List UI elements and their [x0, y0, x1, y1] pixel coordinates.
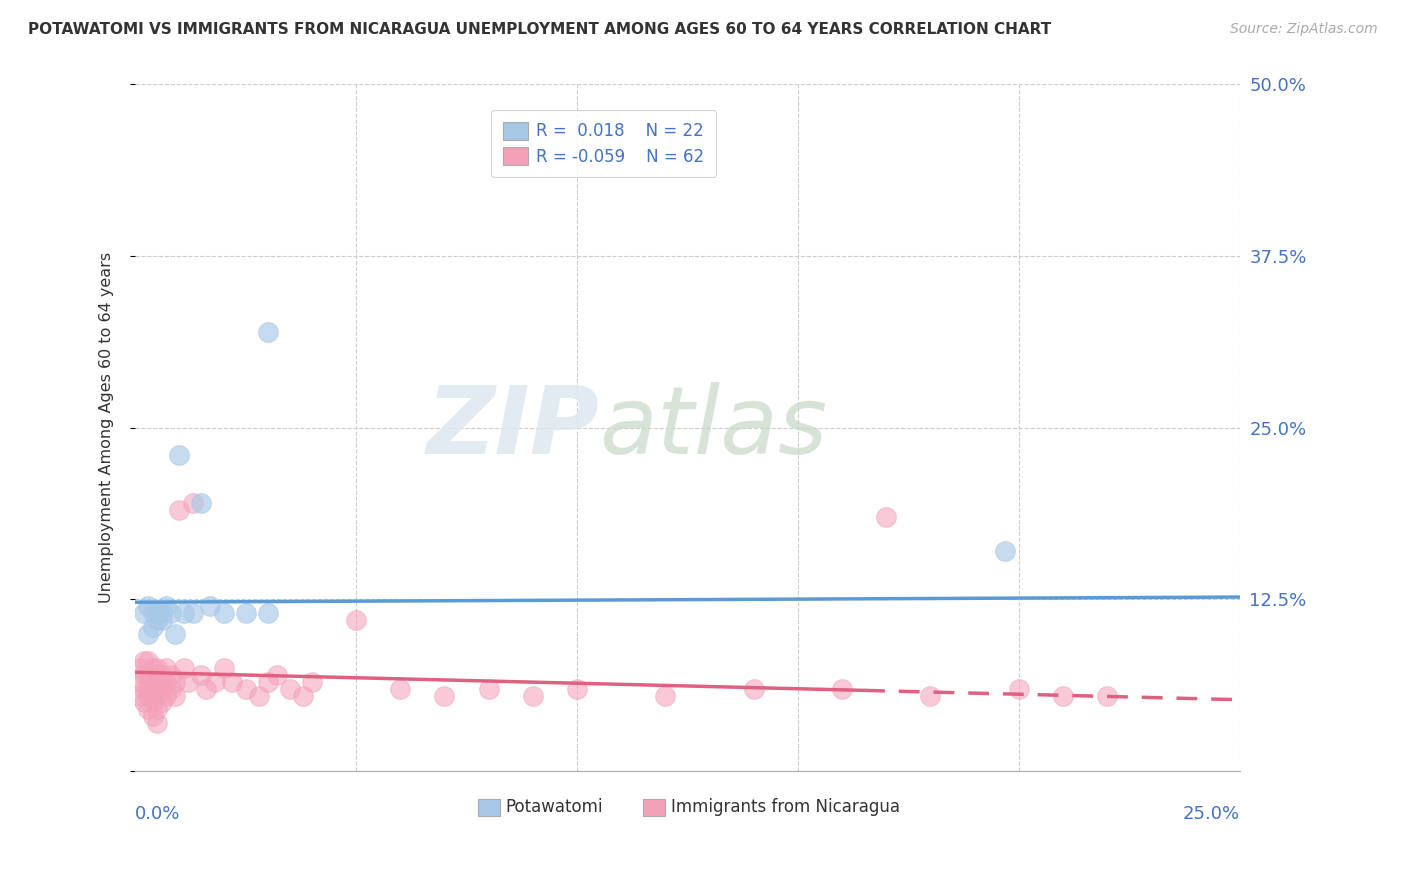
Point: [1052, 689, 1074, 703]
Y-axis label: Unemployment Among Ages 60 to 64 years: Unemployment Among Ages 60 to 64 years: [100, 252, 114, 603]
Point: [221, 674, 243, 689]
Point: [138, 627, 160, 641]
Point: [181, 496, 204, 510]
Point: [266, 668, 288, 682]
Point: [1008, 681, 1031, 696]
Point: [163, 627, 186, 641]
Point: [169, 503, 191, 517]
Point: [146, 661, 169, 675]
Point: [190, 496, 212, 510]
Point: [128, 674, 150, 689]
Text: POTAWATOMI VS IMMIGRANTS FROM NICARAGUA UNEMPLOYMENT AMONG AGES 60 TO 64 YEARS C: POTAWATOMI VS IMMIGRANTS FROM NICARAGUA …: [28, 22, 1052, 37]
Point: [138, 681, 160, 696]
Point: [128, 689, 150, 703]
Point: [138, 689, 160, 703]
Point: [159, 668, 181, 682]
Point: [128, 661, 150, 675]
Text: Potawatomi: Potawatomi: [505, 797, 603, 816]
Point: [256, 606, 278, 620]
Point: [190, 668, 212, 682]
Point: [522, 689, 544, 703]
Text: 25.0%: 25.0%: [1182, 805, 1240, 823]
Point: [146, 716, 169, 731]
Point: [155, 689, 177, 703]
Point: [150, 613, 173, 627]
Point: [565, 681, 588, 696]
Point: [163, 689, 186, 703]
Text: atlas: atlas: [599, 383, 827, 474]
Point: [194, 681, 217, 696]
Point: [142, 661, 165, 675]
Point: [142, 606, 165, 620]
Point: [132, 668, 155, 682]
Point: [132, 606, 155, 620]
Point: [212, 661, 235, 675]
Point: [159, 681, 181, 696]
Point: [138, 702, 160, 716]
Bar: [478, 798, 499, 816]
Point: [177, 674, 200, 689]
Point: [138, 599, 160, 614]
Text: ZIP: ZIP: [426, 382, 599, 474]
Point: [150, 606, 173, 620]
Point: [920, 689, 942, 703]
Point: [146, 689, 169, 703]
Point: [344, 613, 367, 627]
Point: [278, 681, 301, 696]
Point: [389, 681, 412, 696]
Point: [138, 654, 160, 668]
Point: [142, 689, 165, 703]
Point: [994, 544, 1017, 558]
Point: [256, 674, 278, 689]
Text: Source: ZipAtlas.com: Source: ZipAtlas.com: [1230, 22, 1378, 37]
Point: [159, 606, 181, 620]
Point: [742, 681, 765, 696]
Point: [301, 674, 323, 689]
Point: [256, 325, 278, 339]
Point: [1095, 689, 1118, 703]
Point: [831, 681, 853, 696]
Point: [654, 689, 676, 703]
Point: [142, 709, 165, 723]
Point: [146, 606, 169, 620]
Point: [247, 689, 270, 703]
Point: [875, 510, 897, 524]
Point: [155, 661, 177, 675]
Point: [433, 689, 456, 703]
Point: [138, 668, 160, 682]
Point: [142, 620, 165, 634]
Point: [181, 606, 204, 620]
Point: [146, 613, 169, 627]
Point: [150, 696, 173, 710]
Point: [235, 606, 257, 620]
Point: [142, 696, 165, 710]
Text: 0.0%: 0.0%: [135, 805, 180, 823]
Text: Immigrants from Nicaragua: Immigrants from Nicaragua: [671, 797, 900, 816]
Point: [292, 689, 315, 703]
Point: [173, 661, 195, 675]
Point: [155, 599, 177, 614]
Legend: R =  0.018    N = 22, R = -0.059    N = 62: R = 0.018 N = 22, R = -0.059 N = 62: [491, 110, 716, 178]
Bar: [643, 798, 665, 816]
Point: [155, 674, 177, 689]
Point: [142, 674, 165, 689]
Point: [200, 599, 222, 614]
Point: [163, 674, 186, 689]
Point: [150, 681, 173, 696]
Point: [146, 702, 169, 716]
Point: [146, 674, 169, 689]
Point: [150, 668, 173, 682]
Point: [173, 606, 195, 620]
Point: [235, 681, 257, 696]
Point: [132, 654, 155, 668]
Point: [212, 606, 235, 620]
Point: [204, 674, 226, 689]
Point: [169, 448, 191, 462]
Point: [478, 681, 501, 696]
Point: [132, 696, 155, 710]
Point: [132, 681, 155, 696]
